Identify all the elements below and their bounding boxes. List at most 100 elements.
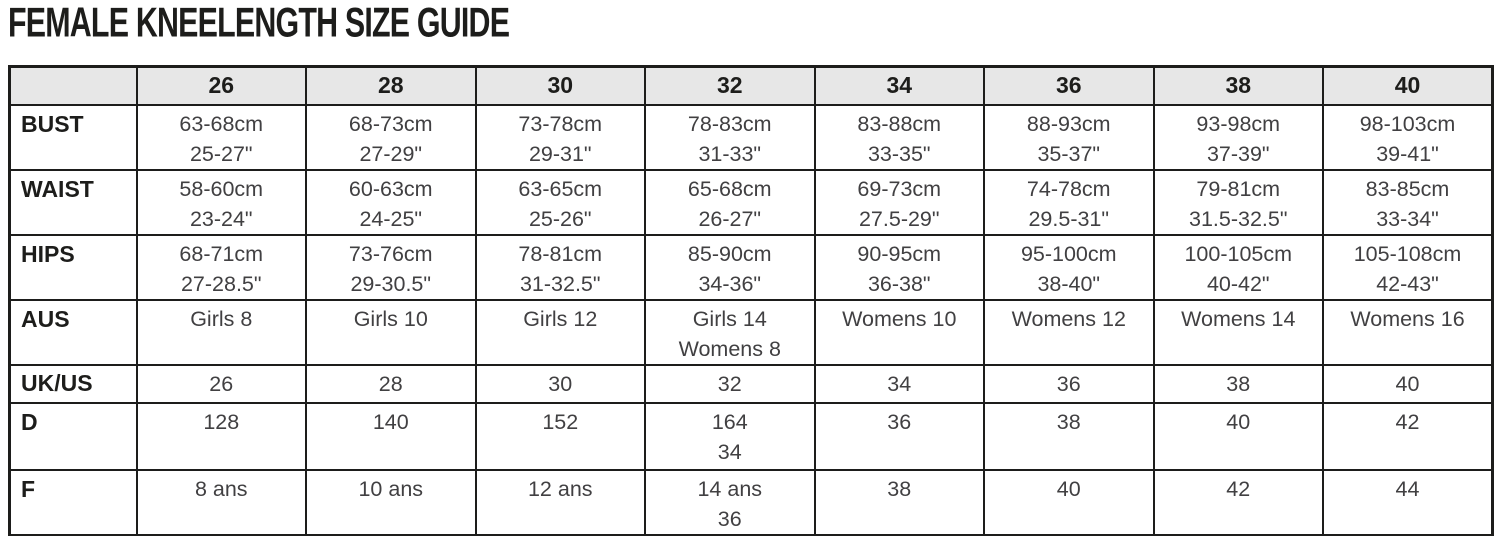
row-label: BUST: [8, 103, 138, 171]
measurement-cell: 10 ans: [305, 468, 477, 536]
cell-line: 65-68cm: [687, 176, 772, 201]
cell-line: 83-85cm: [1365, 176, 1450, 201]
cell-line: 78-83cm: [687, 111, 772, 136]
cell-line: 90-95cm: [857, 241, 942, 266]
measurement-cell: 128: [135, 401, 307, 471]
cell-line: 36: [1056, 371, 1081, 396]
row-label: AUS: [8, 298, 138, 366]
cell-line: 31.5-32.5": [1189, 206, 1288, 231]
measurement-cell: Girls 8: [135, 298, 307, 366]
measurement-cell: 40: [983, 468, 1155, 536]
measurement-cell: Girls 12: [474, 298, 646, 366]
measurement-cell: 68-71cm 27-28.5": [135, 233, 307, 301]
measurement-cell: 85-90cm 34-36": [644, 233, 816, 301]
cell-line: 34-36": [698, 271, 762, 296]
measurement-cell: 8 ans: [135, 468, 307, 536]
measurement-cell: 105-108cm 42-43": [1322, 233, 1494, 301]
row-label: WAIST: [8, 168, 138, 236]
row-label: HIPS: [8, 233, 138, 301]
size-column-header: 38: [1152, 65, 1324, 106]
table-row: BUST 63-68cm 25-27" 68-73cm 27-29" 73-78cm 29-…: [8, 103, 1494, 171]
measurement-cell: 78-83cm 31-33": [644, 103, 816, 171]
cell-line: 58-60cm: [179, 176, 264, 201]
measurement-cell: 32: [644, 363, 816, 404]
table-row: D 128 140 152 164 34 36 38 40 42: [8, 401, 1494, 471]
page-title: FEMALE KNEELENGTH SIZE GUIDE: [8, 0, 510, 47]
cell-line: 44: [1395, 476, 1420, 501]
cell-line: 33-35": [867, 141, 931, 166]
measurement-cell: Womens 10: [813, 298, 985, 366]
table-row: WAIST 58-60cm 23-24" 60-63cm 24-25" 63-65cm 25…: [8, 168, 1494, 236]
cell-line: 42: [1226, 476, 1251, 501]
cell-line: 98-103cm: [1359, 111, 1456, 136]
measurement-cell: 14 ans 36: [644, 468, 816, 536]
cell-line: Womens 14: [1181, 306, 1296, 331]
cell-line: 40: [1056, 476, 1081, 501]
measurement-cell: 63-65cm 25-26": [474, 168, 646, 236]
table-body: BUST 63-68cm 25-27" 68-73cm 27-29" 73-78cm 29-…: [8, 103, 1494, 536]
row-label: UK/US: [8, 363, 138, 404]
cell-line: 38: [1226, 371, 1251, 396]
cell-line: 140: [372, 409, 409, 434]
table-row: AUS Girls 8 Girls 10 Girls 12 Girls 14 Womens…: [8, 298, 1494, 366]
cell-line: 8 ans: [194, 476, 248, 501]
cell-line: Girls 10: [353, 306, 428, 331]
cell-line: 68-73cm: [348, 111, 433, 136]
measurement-cell: 78-81cm 31-32.5": [474, 233, 646, 301]
cell-line: 35-37": [1037, 141, 1101, 166]
measurement-cell: 40: [1152, 401, 1324, 471]
measurement-cell: 26: [135, 363, 307, 404]
measurement-cell: 164 34: [644, 401, 816, 471]
measurement-cell: 69-73cm 27.5-29": [813, 168, 985, 236]
size-column-header: 34: [813, 65, 985, 106]
measurement-cell: 12 ans: [474, 468, 646, 536]
measurement-cell: 28: [305, 363, 477, 404]
measurement-cell: Girls 14 Womens 8: [644, 298, 816, 366]
cell-line: 34: [887, 371, 912, 396]
table-row: UK/US 26 28 30 32 34 36 38 40: [8, 363, 1494, 404]
cell-line: 74-78cm: [1026, 176, 1111, 201]
cell-line: 40: [1226, 409, 1251, 434]
measurement-cell: 38: [1152, 363, 1324, 404]
table-row: HIPS 68-71cm 27-28.5" 73-76cm 29-30.5" 78-81c…: [8, 233, 1494, 301]
measurement-cell: 30: [474, 363, 646, 404]
measurement-cell: 79-81cm 31.5-32.5": [1152, 168, 1324, 236]
cell-line: 78-81cm: [518, 241, 603, 266]
measurement-cell: 73-76cm 29-30.5": [305, 233, 477, 301]
cell-line: 24-25": [359, 206, 423, 231]
measurement-cell: 68-73cm 27-29": [305, 103, 477, 171]
row-label: D: [8, 401, 138, 471]
cell-line: 36: [887, 409, 912, 434]
measurement-cell: 60-63cm 24-25": [305, 168, 477, 236]
measurement-cell: 44: [1322, 468, 1494, 536]
cell-line: 26-27": [698, 206, 762, 231]
measurement-cell: 40: [1322, 363, 1494, 404]
cell-line: 32: [717, 371, 742, 396]
measurement-cell: 98-103cm 39-41": [1322, 103, 1494, 171]
cell-line: Womens 16: [1350, 306, 1465, 331]
measurement-cell: 38: [813, 468, 985, 536]
cell-line: 93-98cm: [1196, 111, 1281, 136]
measurement-cell: 58-60cm 23-24": [135, 168, 307, 236]
measurement-cell: 88-93cm 35-37": [983, 103, 1155, 171]
table-header: 26 28 30 32 34 36 38 40: [8, 65, 1494, 106]
cell-line: 60-63cm: [348, 176, 433, 201]
measurement-cell: 73-78cm 29-31": [474, 103, 646, 171]
measurement-cell: 36: [813, 401, 985, 471]
measurement-cell: 100-105cm 40-42": [1152, 233, 1324, 301]
cell-line: 164: [711, 409, 748, 434]
cell-line: 68-71cm: [179, 241, 264, 266]
header-row: 26 28 30 32 34 36 38 40: [8, 65, 1494, 106]
cell-line: 33-34": [1376, 206, 1439, 231]
cell-line: 36: [717, 506, 742, 531]
size-column-header: 40: [1322, 65, 1494, 106]
measurement-cell: 140: [305, 401, 477, 471]
cell-line: 42-43": [1376, 271, 1439, 296]
size-column-header: 30: [474, 65, 646, 106]
cell-line: 23-24": [189, 206, 253, 231]
measurement-cell: Womens 12: [983, 298, 1155, 366]
cell-line: 63-68cm: [179, 111, 264, 136]
cell-line: 63-65cm: [518, 176, 603, 201]
size-guide-table: 26 28 30 32 34 36 38 40 BUST 63-68cm 25-27" 68-73c…: [8, 65, 1494, 536]
